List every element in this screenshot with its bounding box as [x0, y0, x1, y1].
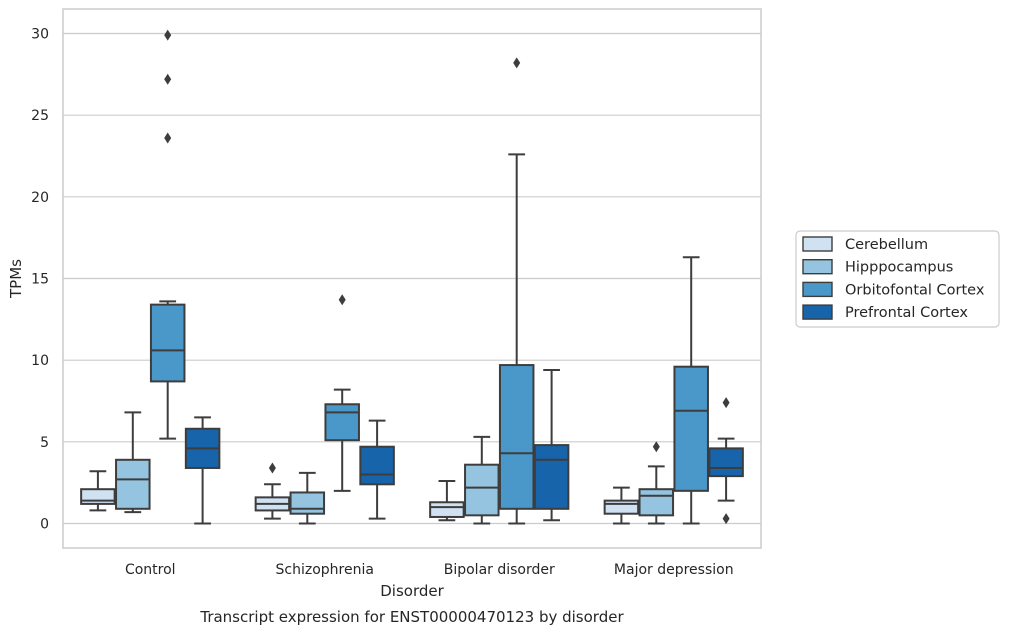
legend-swatch [802, 236, 833, 252]
legend-label: Hipppocampus [845, 260, 953, 276]
y-tick-label: 10 [31, 353, 49, 369]
y-tick-label: 5 [40, 435, 49, 451]
box-group [638, 441, 675, 525]
legend: Cerebellum Hipppocampus Orbitofontal Corte… [795, 230, 1000, 328]
x-tick-label: Schizophrenia [276, 562, 374, 578]
box-group [324, 294, 360, 492]
box-group [708, 397, 744, 525]
chart-caption: Transcript expression for ENST0000047012… [199, 608, 624, 626]
x-axis-label: Disorder [380, 582, 444, 600]
box [149, 303, 186, 383]
box-group [359, 419, 395, 520]
box-group [464, 435, 500, 525]
box [289, 491, 326, 515]
box-group [429, 480, 465, 522]
box [708, 447, 744, 478]
plot-frame [62, 8, 762, 549]
outlier-point [722, 397, 730, 409]
y-axis-ticks: 0 5 10 15 20 25 30 [31, 27, 49, 533]
box [80, 488, 116, 505]
outlier-point [652, 441, 660, 453]
legend-swatch [802, 304, 833, 320]
outlier-point [338, 294, 346, 306]
box [603, 499, 640, 515]
outlier-point [513, 57, 521, 69]
outlier-point [164, 73, 172, 85]
box [464, 463, 500, 517]
legend-frame [795, 230, 1000, 328]
box [429, 501, 465, 518]
y-tick-label: 25 [31, 108, 49, 124]
outlier-point [722, 513, 730, 525]
box-group [184, 416, 221, 525]
y-tick-label: 20 [31, 190, 49, 206]
y-axis-label: TPMs [7, 259, 25, 299]
box-group [533, 368, 570, 522]
plot-area [80, 29, 744, 525]
legend-swatch [802, 259, 833, 275]
box-group [498, 57, 535, 525]
legend-label: Cerebellum [845, 237, 928, 253]
x-tick-label: Bipolar disorder [444, 562, 555, 578]
x-axis-ticks: Control Schizophrenia Bipolar disorder Majo… [125, 562, 734, 578]
y-tick-label: 0 [40, 517, 49, 533]
legend-swatch [802, 281, 833, 298]
box [533, 444, 570, 510]
box [673, 365, 709, 492]
legend-label: Orbitofontal Cortex [845, 282, 985, 298]
legend-label: Prefrontal Cortex [845, 305, 968, 321]
box-group [254, 462, 291, 520]
outlier-point [164, 132, 172, 144]
x-tick-label: Control [125, 562, 176, 578]
box [359, 445, 395, 486]
y-tick-label: 30 [31, 27, 49, 43]
box-group [603, 486, 640, 525]
outlier-point [164, 29, 172, 41]
outlier-point [268, 462, 276, 474]
box [115, 458, 151, 510]
box-group [673, 256, 709, 525]
x-tick-label: Major depression [614, 562, 734, 578]
box-group [149, 29, 186, 440]
box-group [289, 471, 326, 525]
box-group [80, 470, 116, 512]
box-group [115, 411, 151, 514]
box [498, 364, 535, 510]
y-tick-label: 15 [31, 272, 49, 288]
box [638, 488, 675, 517]
box [324, 403, 360, 442]
